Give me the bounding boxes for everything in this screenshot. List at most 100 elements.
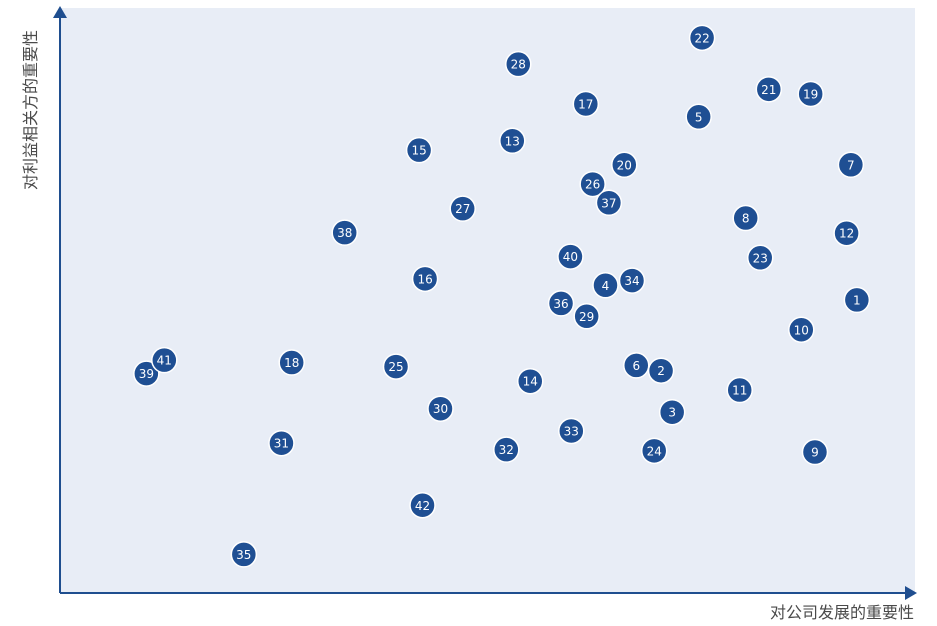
data-point-marker bbox=[505, 50, 532, 78]
data-point-label: 15 bbox=[411, 144, 426, 158]
data-point-marker bbox=[151, 346, 178, 374]
data-point-label: 23 bbox=[753, 251, 768, 265]
data-point-label: 1 bbox=[853, 293, 861, 307]
data-point-27: 27 bbox=[449, 195, 476, 222]
data-point-marker bbox=[797, 80, 824, 108]
data-point-label: 6 bbox=[632, 359, 640, 373]
data-point-label: 33 bbox=[564, 424, 579, 438]
data-point-label: 12 bbox=[839, 227, 854, 241]
data-point-label: 19 bbox=[803, 87, 818, 101]
data-point-24: 24 bbox=[640, 437, 668, 465]
data-point-label: 29 bbox=[579, 310, 594, 324]
y-axis-label: 对利益相关方的重要性 bbox=[21, 30, 40, 190]
y-axis-arrow bbox=[53, 6, 67, 18]
data-point-32: 32 bbox=[493, 436, 520, 463]
data-point-marker bbox=[647, 357, 675, 384]
data-point-label: 26 bbox=[585, 178, 600, 192]
data-point-label: 21 bbox=[761, 83, 776, 97]
data-point-marker bbox=[133, 360, 160, 387]
data-point-label: 35 bbox=[236, 548, 251, 562]
data-point-marker bbox=[732, 204, 759, 232]
data-point-label: 30 bbox=[433, 402, 448, 416]
data-point-39: 39 bbox=[133, 360, 160, 387]
data-point-marker bbox=[726, 376, 753, 404]
data-point-30: 30 bbox=[427, 395, 454, 422]
data-point-33: 33 bbox=[558, 417, 585, 445]
data-point-23: 23 bbox=[746, 244, 774, 272]
data-point-marker bbox=[746, 244, 774, 272]
x-axis-label: 对公司发展的重要性 bbox=[770, 603, 914, 622]
data-point-marker bbox=[833, 219, 860, 247]
data-point-label: 3 bbox=[668, 406, 676, 420]
data-point-marker bbox=[837, 151, 865, 179]
data-point-label: 36 bbox=[553, 297, 568, 311]
data-point-marker bbox=[579, 170, 606, 198]
data-point-marker bbox=[592, 272, 619, 299]
data-point-marker bbox=[427, 395, 454, 422]
data-point-label: 37 bbox=[601, 196, 616, 210]
data-point-label: 22 bbox=[694, 31, 709, 45]
data-point-11: 11 bbox=[726, 376, 753, 404]
data-point-marker bbox=[688, 24, 716, 52]
data-point-marker bbox=[230, 541, 258, 568]
data-point-label: 25 bbox=[388, 360, 403, 374]
data-point-38: 38 bbox=[331, 219, 358, 246]
data-point-marker bbox=[268, 429, 295, 457]
data-point-label: 14 bbox=[523, 375, 538, 389]
data-point-label: 13 bbox=[505, 134, 520, 148]
data-point-marker bbox=[640, 437, 668, 465]
data-point-label: 40 bbox=[563, 250, 578, 264]
data-point-marker bbox=[558, 417, 585, 445]
data-point-5: 5 bbox=[685, 103, 712, 131]
data-point-label: 8 bbox=[742, 212, 750, 226]
data-point-label: 4 bbox=[602, 279, 610, 293]
data-point-19: 19 bbox=[797, 80, 824, 108]
data-point-label: 20 bbox=[617, 158, 632, 172]
data-point-label: 41 bbox=[157, 354, 172, 368]
data-point-37: 37 bbox=[595, 189, 623, 217]
data-point-label: 18 bbox=[284, 356, 299, 370]
data-point-label: 28 bbox=[511, 58, 526, 72]
data-point-label: 17 bbox=[578, 97, 593, 111]
data-point-10: 10 bbox=[788, 316, 815, 343]
data-point-label: 39 bbox=[139, 367, 154, 381]
data-point-label: 34 bbox=[624, 274, 639, 288]
data-point-marker bbox=[572, 90, 600, 118]
data-point-41: 41 bbox=[151, 346, 178, 374]
data-point-31: 31 bbox=[268, 429, 295, 457]
data-point-label: 16 bbox=[417, 272, 432, 286]
data-point-29: 29 bbox=[573, 303, 600, 330]
data-point-marker bbox=[618, 267, 646, 294]
data-point-15: 15 bbox=[405, 136, 433, 164]
data-point-42: 42 bbox=[409, 492, 436, 519]
data-point-label: 31 bbox=[274, 437, 289, 451]
data-point-6: 6 bbox=[623, 352, 650, 379]
data-point-label: 7 bbox=[847, 158, 855, 172]
data-point-label: 32 bbox=[499, 443, 514, 457]
data-point-20: 20 bbox=[611, 151, 638, 179]
data-point-marker bbox=[611, 151, 638, 179]
data-point-28: 28 bbox=[505, 50, 532, 78]
data-point-2: 2 bbox=[647, 357, 675, 384]
points-layer: 1234567891011121314151617181920212223242… bbox=[133, 24, 871, 568]
data-point-marker bbox=[493, 436, 520, 463]
data-point-35: 35 bbox=[230, 541, 258, 568]
data-point-marker bbox=[547, 290, 575, 317]
data-point-14: 14 bbox=[517, 367, 544, 395]
data-point-marker bbox=[573, 303, 600, 330]
data-point-8: 8 bbox=[732, 204, 759, 232]
data-point-label: 24 bbox=[647, 444, 662, 458]
data-point-marker bbox=[801, 438, 829, 466]
data-point-25: 25 bbox=[382, 353, 410, 380]
data-point-marker bbox=[685, 103, 712, 131]
data-point-label: 5 bbox=[695, 110, 703, 124]
data-point-marker bbox=[517, 367, 544, 395]
data-point-21: 21 bbox=[755, 76, 783, 103]
data-point-label: 2 bbox=[657, 364, 665, 378]
data-point-16: 16 bbox=[411, 265, 439, 293]
data-point-4: 4 bbox=[592, 272, 619, 299]
data-point-marker bbox=[788, 316, 815, 343]
data-point-marker bbox=[382, 353, 410, 380]
data-point-label: 10 bbox=[794, 323, 809, 337]
